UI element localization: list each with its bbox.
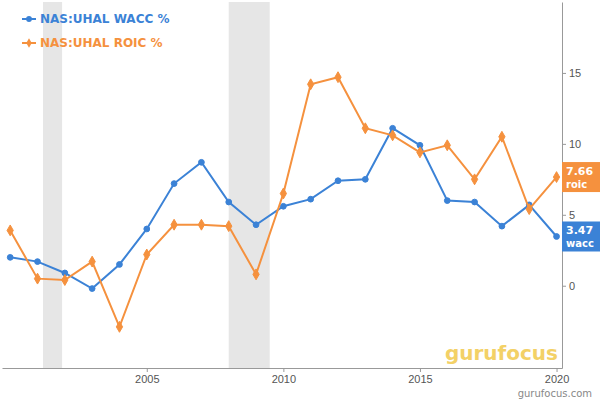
end-label-box [562,221,600,251]
series-marker [198,219,204,230]
y-tick-mark [562,286,566,287]
end-label-box [562,162,600,192]
series-marker [171,219,177,230]
series-marker [362,176,368,182]
x-tick-label: 2020 [545,373,569,385]
series-marker [62,275,68,286]
series-marker [308,196,314,202]
series-marker [417,147,423,158]
y-tick-mark [562,215,566,216]
series-marker [362,123,368,134]
series-marker [116,321,122,332]
y-tick-label: 10 [569,138,581,150]
x-tick-label: 2010 [272,373,296,385]
end-label: 3.47wacc [562,221,600,251]
y-tick: 0 [562,280,575,292]
series-marker [144,249,150,260]
series-marker [280,188,286,199]
series-marker [144,226,150,232]
x-tick-label: 2015 [408,373,432,385]
legend-label: NAS:UHAL WACC % [40,12,169,26]
series-marker [171,181,177,187]
series-marker [34,273,40,284]
series-marker [554,234,560,240]
series-marker [335,178,341,184]
y-tick-mark [562,144,566,145]
series-marker [471,174,477,185]
plot-area [7,2,560,368]
series-marker [117,262,123,268]
series-marker [444,198,450,204]
x-tick-mark [283,368,284,372]
series-marker [89,286,95,292]
x-tick-label: 2005 [135,373,159,385]
series-marker [526,204,532,215]
series-marker [35,259,41,265]
series-marker [253,269,259,280]
series-marker [226,199,232,205]
x-tick-mark [420,368,421,372]
x-tick: 2010 [272,368,296,385]
series-marker [280,203,286,209]
y-tick-label: 15 [569,67,581,79]
series-marker [472,199,478,205]
x-tick-mark [557,368,558,372]
y-tick: 15 [562,67,581,79]
series-marker [7,225,13,236]
series-marker [553,172,559,183]
shaded-range [229,2,270,368]
x-tick: 2020 [545,368,569,385]
series-marker [335,72,341,83]
legend-marker [26,16,32,22]
end-label: 7.66roic [562,162,600,192]
series-marker [226,221,232,232]
series-marker [308,79,314,90]
watermark: gurufocus [445,341,558,365]
series-marker [7,254,13,260]
series-marker [499,131,505,142]
x-tick-mark [147,368,148,372]
y-tick: 5 [562,209,575,221]
series-marker [253,222,259,228]
y-tick-mark [562,73,566,74]
legend: NAS:UHAL WACC % NAS:UHAL ROIC % [22,12,169,50]
end-label-value: 7.66 [566,165,593,178]
x-tick: 2015 [408,368,432,385]
series-line [10,128,556,288]
series-line [10,77,556,327]
y-tick-label: 0 [569,280,575,292]
series-marker [199,159,205,165]
x-axis: 2005 2010 2015 2020 [3,368,570,385]
end-label-text: roic [566,179,587,190]
y-tick-label: 5 [569,209,575,221]
x-axis-line [3,368,563,369]
legend-marker [26,38,31,47]
legend-label: NAS:UHAL ROIC % [40,36,163,50]
series-marker [499,223,505,229]
end-label-value: 3.47 [566,224,593,237]
series-marker [89,256,95,267]
chart: 2005201020152020051015NAS:UHAL WACC %NAS… [0,0,600,400]
series-marker [444,140,450,151]
x-tick: 2005 [135,368,159,385]
series-marker [390,130,396,141]
y-tick: 10 [562,138,581,150]
shaded-range [43,2,62,368]
source: gurufocus.com [518,388,592,399]
end-label-text: wacc [566,238,594,249]
